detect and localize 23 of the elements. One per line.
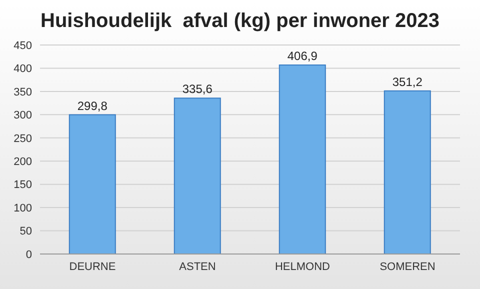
y-tick-label: 250 <box>14 132 32 145</box>
x-tick-label: ASTEN <box>179 260 216 273</box>
x-tick-label: SOMEREN <box>380 260 436 273</box>
y-tick-label: 50 <box>20 226 32 238</box>
y-tick-label: 400 <box>14 63 32 76</box>
y-tick-label: 300 <box>14 110 32 122</box>
y-tick-label: 350 <box>14 86 32 98</box>
y-tick-label: 150 <box>14 179 32 192</box>
x-tick-label: HELMOND <box>274 260 330 273</box>
data-label: 299,8 <box>77 98 108 113</box>
data-label: 406,9 <box>287 49 318 64</box>
bar <box>384 90 431 254</box>
bar <box>174 98 221 254</box>
bar <box>68 114 116 254</box>
data-label: 335,6 <box>182 82 213 96</box>
y-tick-label: 200 <box>14 156 32 168</box>
data-label: 351,2 <box>392 74 423 89</box>
y-tick-label: 0 <box>26 248 32 261</box>
bar <box>278 64 326 254</box>
x-tick-label: DEURNE <box>69 260 116 273</box>
y-tick-label: 450 <box>14 40 32 52</box>
y-tick-label: 100 <box>14 202 32 214</box>
chart-title: Huishoudelijk afval (kg) per inwoner 2023 <box>40 10 440 33</box>
